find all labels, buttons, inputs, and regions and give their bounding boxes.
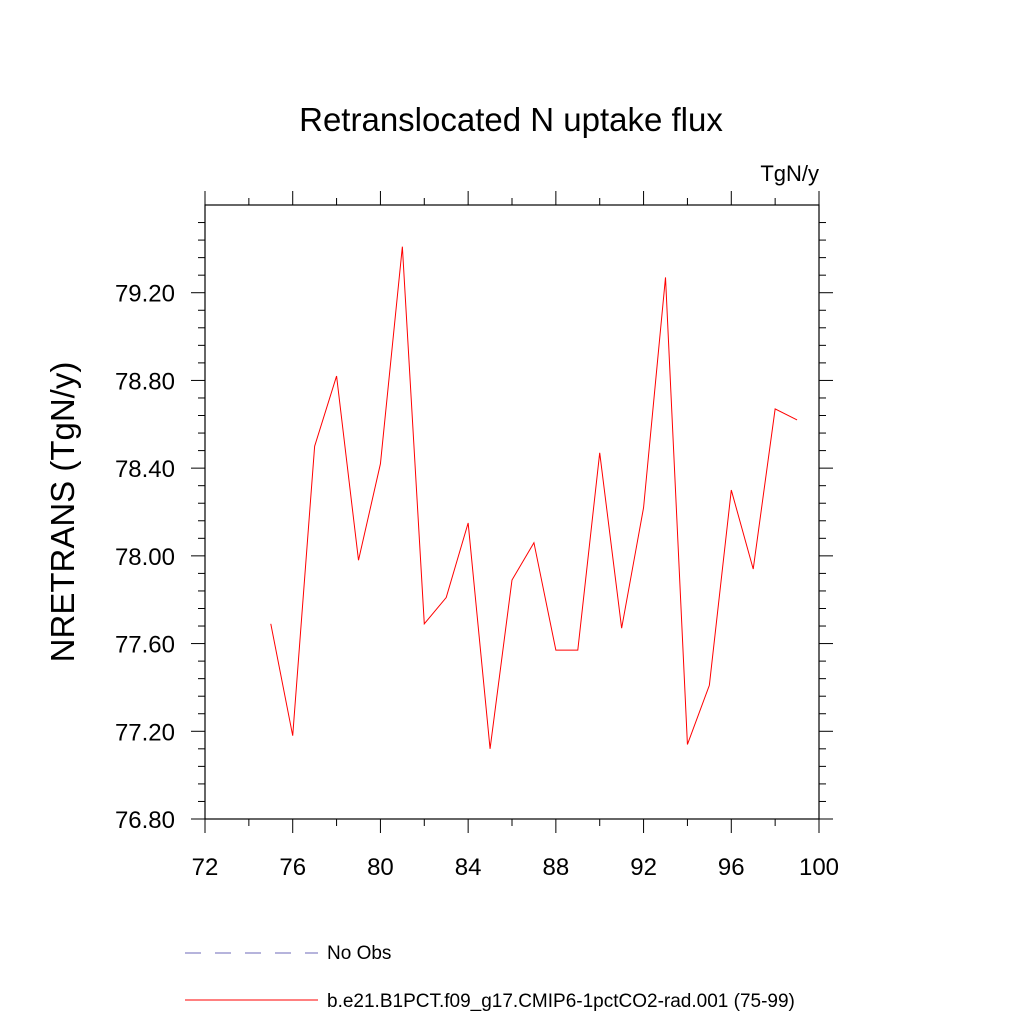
y-tick-label: 76.80 [115,807,175,834]
y-tick-label: 77.20 [115,719,175,746]
x-tick-label: 80 [367,854,394,881]
legend-label-no-obs: No Obs [327,943,391,964]
y-tick-label: 78.80 [115,368,175,395]
axis-ticks [191,191,833,833]
units-label: TgN/y [760,161,819,186]
plot-frame [204,204,820,820]
series-line [270,246,798,749]
y-tick-label: 78.00 [115,544,175,571]
y-tick-label: 79.20 [115,281,175,308]
y-tick-label: 78.40 [115,456,175,483]
legend-label-model-run: b.e21.B1PCT.f09_g17.CMIP6-1pctCO2-rad.00… [327,991,795,1012]
series-layer [270,246,798,749]
x-tick-label: 88 [543,854,570,881]
x-tick-label: 96 [718,854,745,881]
chart-title: Retranslocated N uptake flux [299,101,723,138]
y-tick-label: 77.60 [115,632,175,659]
y-tick-labels: 76.80 77.20 77.60 78.00 78.40 78.80 79.20 [115,281,175,834]
legend: No Obs b.e21.B1PCT.f09_g17.CMIP6-1pctCO2… [185,943,795,1012]
y-axis-label: NRETRANS (TgN/y) [44,362,81,663]
x-tick-label: 76 [279,854,306,881]
x-tick-label: 92 [630,854,657,881]
x-tick-label: 100 [799,854,839,881]
x-tick-labels: 72 76 80 84 88 92 96 100 [192,854,839,881]
x-tick-label: 72 [192,854,219,881]
x-tick-label: 84 [455,854,482,881]
